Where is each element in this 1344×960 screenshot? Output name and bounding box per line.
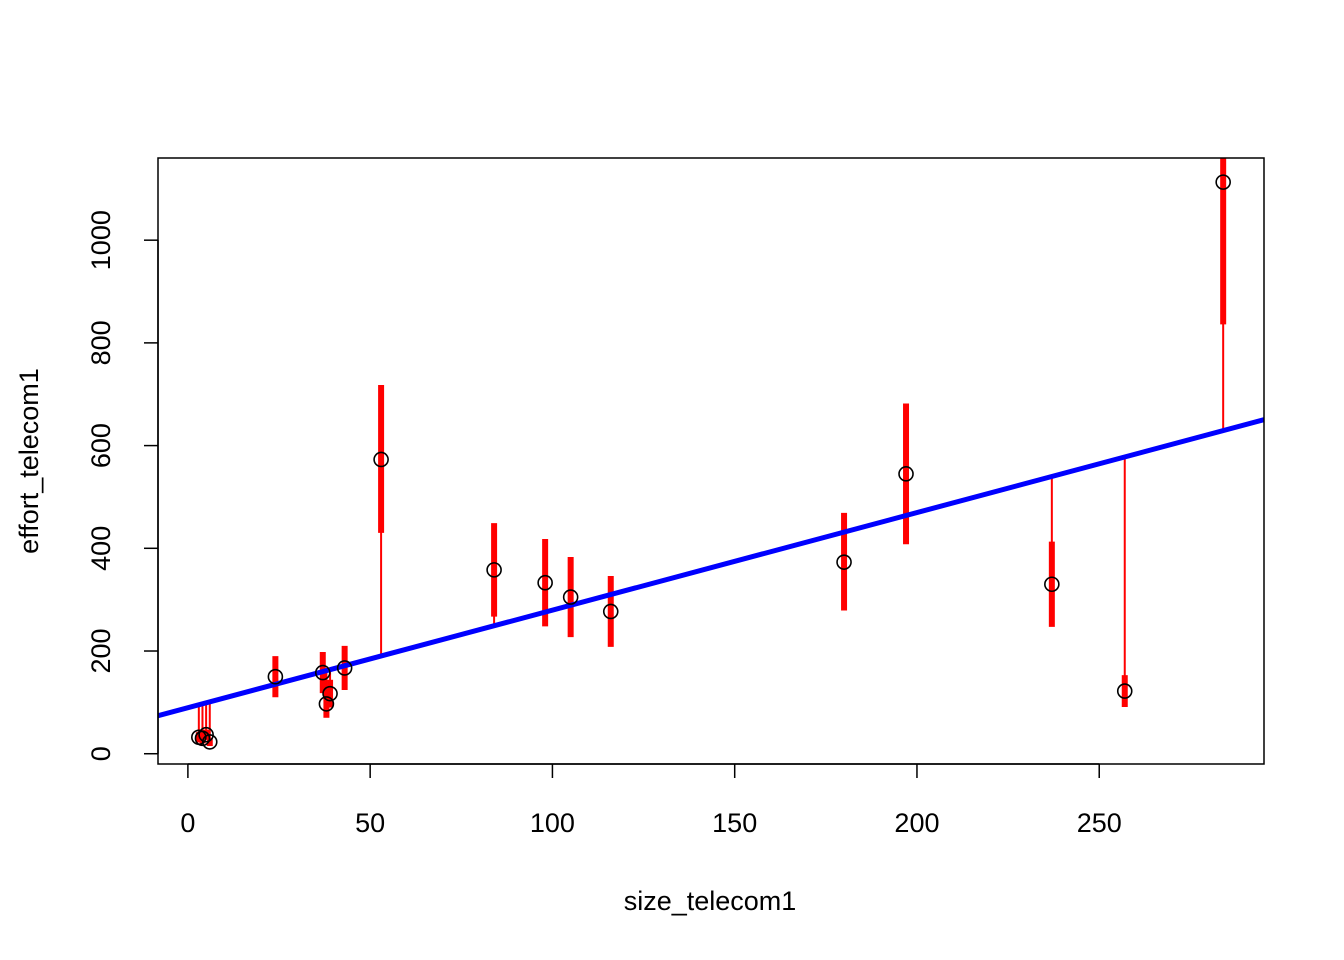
data-point bbox=[602, 603, 619, 620]
y-tick-label: 400 bbox=[86, 526, 116, 571]
y-tick-label: 800 bbox=[86, 320, 116, 365]
x-axis-title: size_telecom1 bbox=[624, 886, 797, 916]
fit-line bbox=[158, 417, 1264, 719]
data-point bbox=[314, 664, 331, 681]
y-axis-title: effort_telecom1 bbox=[14, 368, 44, 554]
y-tick-label: 0 bbox=[86, 746, 116, 761]
data-point bbox=[1116, 683, 1133, 699]
data-point bbox=[322, 685, 338, 702]
x-axis: 0 50 100 150 200 250 bbox=[180, 763, 1122, 838]
data-point bbox=[336, 660, 353, 676]
x-tick-label: 100 bbox=[530, 808, 575, 838]
y-axis: 0 200 400 600 800 1000 bbox=[86, 210, 159, 761]
data-point bbox=[318, 696, 335, 712]
data-point bbox=[201, 734, 218, 750]
x-tick-label: 150 bbox=[712, 808, 757, 838]
y-tick-label: 600 bbox=[86, 423, 116, 468]
data-point bbox=[1044, 576, 1060, 593]
data-point bbox=[267, 668, 284, 685]
x-tick-label: 200 bbox=[894, 808, 939, 838]
data-point bbox=[836, 554, 852, 570]
data-point bbox=[373, 451, 389, 468]
data-point bbox=[537, 574, 553, 591]
data-point bbox=[194, 730, 211, 747]
data-point bbox=[486, 562, 502, 578]
data-point bbox=[1215, 174, 1231, 190]
x-tick-label: 0 bbox=[180, 808, 195, 838]
data-point bbox=[898, 466, 914, 482]
y-tick-label: 1000 bbox=[86, 210, 116, 270]
y-tick-label: 200 bbox=[86, 628, 116, 673]
x-tick-label: 250 bbox=[1077, 808, 1122, 838]
data-point bbox=[198, 726, 214, 743]
x-tick-label: 50 bbox=[355, 808, 385, 838]
data-point bbox=[562, 589, 579, 605]
plot-marks bbox=[158, 158, 1264, 750]
